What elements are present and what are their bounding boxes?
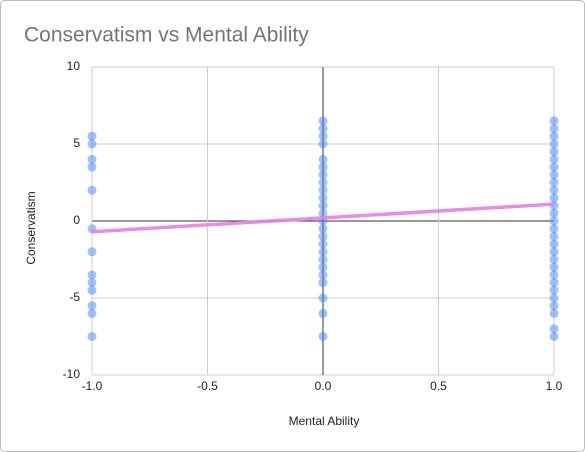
- x-axis-label: Mental Ability: [289, 414, 360, 428]
- point: [318, 139, 328, 149]
- point: [318, 124, 328, 134]
- point: [318, 178, 328, 187]
- chart-title: Conservatism vs Mental Ability: [24, 24, 309, 47]
- point: [318, 308, 328, 318]
- point: [318, 185, 328, 195]
- point: [87, 162, 97, 172]
- point: [318, 293, 328, 303]
- point: [318, 201, 328, 211]
- point: [549, 332, 559, 341]
- point: [87, 247, 97, 257]
- point: [549, 262, 559, 272]
- point: [87, 131, 97, 141]
- point: [549, 308, 559, 318]
- point: [549, 301, 559, 311]
- point: [549, 224, 559, 234]
- y-tick-label: 10: [67, 59, 81, 73]
- x-tick-label: 0.0: [315, 379, 332, 393]
- point: [318, 231, 328, 241]
- y-tick-label: -10: [63, 367, 81, 381]
- point: [87, 270, 97, 280]
- x-tick-label: -0.5: [197, 379, 218, 393]
- point: [318, 255, 328, 264]
- point: [87, 308, 97, 318]
- x-tick-label: -1.0: [82, 379, 103, 393]
- point: [318, 170, 328, 180]
- point: [549, 178, 559, 187]
- point: [87, 185, 97, 195]
- point: [549, 278, 559, 288]
- point: [549, 239, 559, 249]
- y-axis-label: Conservatism: [24, 191, 38, 264]
- point: [549, 231, 559, 241]
- point: [318, 162, 328, 172]
- trendline: [91, 202, 555, 234]
- point: [318, 247, 328, 257]
- point: [87, 278, 97, 288]
- point: [549, 208, 559, 218]
- x-tick-label: 1.0: [546, 379, 563, 393]
- point: [549, 255, 559, 264]
- y-tick-label: 0: [73, 213, 80, 227]
- point: [318, 278, 328, 288]
- point: [549, 247, 559, 257]
- point: [318, 224, 328, 234]
- point: [549, 170, 559, 180]
- point: [549, 270, 559, 280]
- point: [318, 332, 328, 341]
- y-tick-label: 5: [73, 136, 80, 150]
- point: [87, 139, 97, 149]
- point: [87, 285, 97, 295]
- point: [549, 293, 559, 303]
- point: [318, 154, 328, 164]
- point: [549, 324, 559, 334]
- point: [87, 332, 97, 341]
- point: [549, 131, 559, 141]
- point: [549, 193, 559, 203]
- point: [549, 116, 559, 126]
- point: [549, 124, 559, 134]
- point: [87, 301, 97, 311]
- point: [318, 270, 328, 280]
- point: [549, 162, 559, 172]
- point: [549, 285, 559, 295]
- x-tick-label: 0.5: [430, 379, 447, 393]
- point: [549, 147, 559, 157]
- point: [318, 193, 328, 203]
- point: [549, 154, 559, 164]
- point: [87, 154, 97, 164]
- point: [549, 185, 559, 195]
- point: [318, 116, 328, 126]
- point: [549, 139, 559, 149]
- point: [549, 216, 559, 226]
- point: [318, 208, 328, 218]
- point: [318, 262, 328, 272]
- y-tick-label: -5: [69, 290, 80, 304]
- point: [318, 239, 328, 249]
- point: [318, 131, 328, 141]
